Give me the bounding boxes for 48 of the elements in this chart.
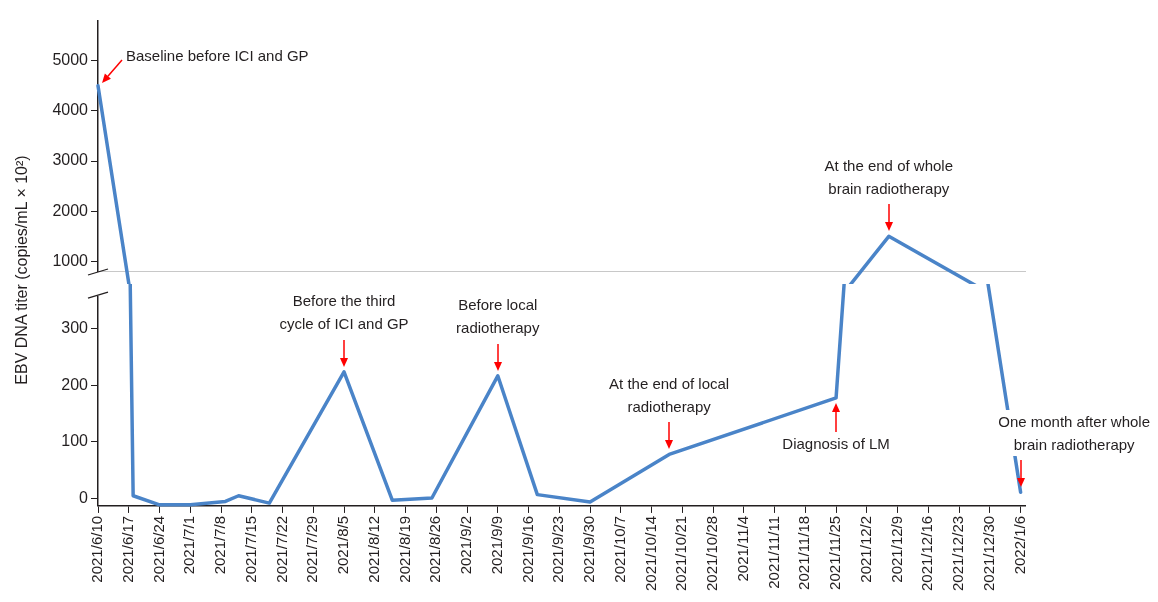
x-tick-label: 2021/10/28 xyxy=(703,515,721,591)
x-tick-label: 2021/11/4 xyxy=(733,515,751,582)
x-tick-label: 2021/9/30 xyxy=(580,515,598,583)
x-tick-label: 2021/12/9 xyxy=(887,515,905,583)
y-axis-title: EBV DNA titer (copies/mL × 10²) xyxy=(12,154,31,387)
x-tick-label: 2021/11/25 xyxy=(826,515,844,590)
x-tick-label: 2021/10/14 xyxy=(641,515,659,591)
y-tick-label: 2000 xyxy=(52,201,89,219)
y-tick-label: 3000 xyxy=(52,151,89,169)
x-tick-label: 2021/9/23 xyxy=(549,515,567,583)
x-tick-label: 2021/6/24 xyxy=(149,515,167,583)
x-tick-label: 2021/10/7 xyxy=(610,515,628,583)
x-tick-label: 2021/10/21 xyxy=(672,515,690,591)
x-tick-label: 2021/7/29 xyxy=(303,515,321,583)
x-tick-label: 2021/7/15 xyxy=(241,515,259,583)
x-tick-label: 2021/9/2 xyxy=(457,515,475,575)
annotation: Before the third cycle of ICI and GP xyxy=(279,292,409,333)
x-tick-label: 2021/9/16 xyxy=(518,515,536,583)
x-tick-label: 2021/8/5 xyxy=(334,515,352,575)
annotation: Before local radiotherapy xyxy=(456,296,540,337)
x-tick-label: 2021/12/23 xyxy=(949,515,967,591)
annotation: At the end of whole brain radiotherapy xyxy=(823,155,954,199)
annotation: Baseline before ICI and GP xyxy=(126,46,309,67)
y-tick-label: 300 xyxy=(61,319,89,337)
x-tick-label: 2021/7/22 xyxy=(272,515,290,583)
y-tick-label: 100 xyxy=(61,432,89,450)
x-tick-label: 2022/1/6 xyxy=(1010,515,1028,575)
x-tick-label: 2021/7/8 xyxy=(211,515,229,575)
y-tick-label: 0 xyxy=(79,488,89,506)
x-tick-label: 2021/12/2 xyxy=(856,515,874,583)
y-tick-label: 200 xyxy=(61,375,89,393)
x-tick-label: 2021/11/18 xyxy=(795,515,813,590)
x-tick-label: 2021/6/17 xyxy=(118,515,136,583)
x-tick-label: 2021/12/30 xyxy=(979,515,997,591)
x-tick-label: 2021/7/1 xyxy=(180,515,198,575)
y-tick-label: 1000 xyxy=(52,251,89,269)
y-tick-label: 5000 xyxy=(52,51,89,69)
x-tick-label: 2021/9/9 xyxy=(487,515,505,575)
x-tick-label: 2021/6/10 xyxy=(88,515,106,583)
y-tick-label: 4000 xyxy=(52,101,89,119)
x-tick-label: 2021/8/19 xyxy=(395,515,413,583)
annotation: At the end of local radiotherapy xyxy=(608,373,731,417)
annotation: One month after whole brain radiotherapy xyxy=(998,409,1150,456)
x-tick-label: 2021/8/26 xyxy=(426,515,444,583)
x-tick-label: 2021/11/11 xyxy=(764,515,782,589)
x-tick-label: 2021/12/16 xyxy=(918,515,936,591)
x-tick-label: 2021/8/12 xyxy=(364,515,382,583)
annotation: Diagnosis of LM xyxy=(781,434,891,455)
